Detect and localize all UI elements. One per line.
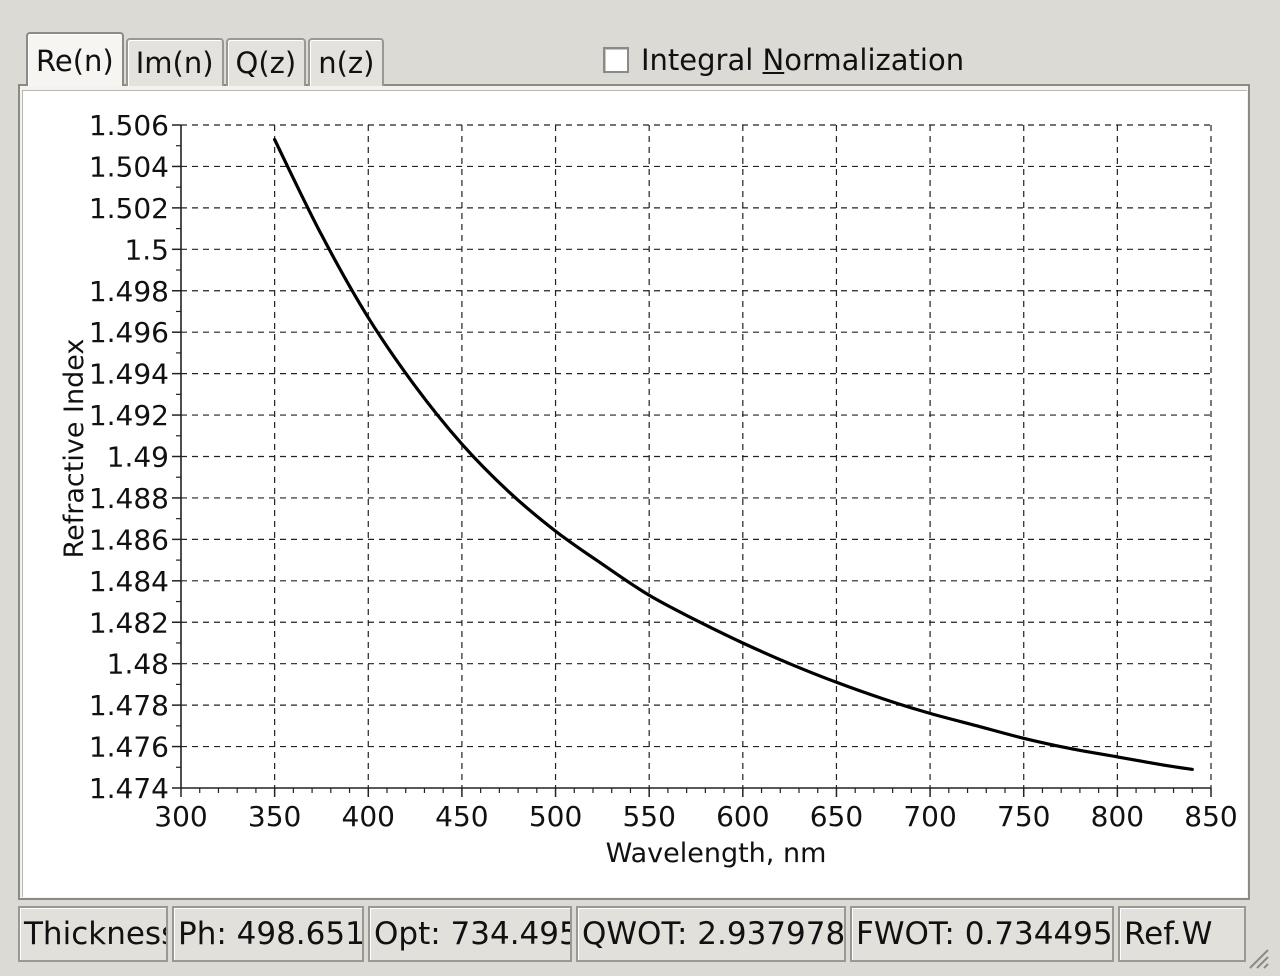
y-tick-label: 1.474	[89, 772, 169, 805]
x-tick-label: 650	[810, 800, 863, 833]
checkbox-box[interactable]	[603, 47, 629, 73]
x-tick-label: 350	[248, 800, 301, 833]
refractive-index-chart: 300 350 400 450 500 550 600 650 700 750 800 850 1.4…	[59, 109, 1238, 869]
status-ref-w: Ref.W	[1118, 906, 1246, 962]
y-axis-label: Refractive Index	[59, 339, 90, 559]
status-bar: Thickness Ph: 498.651 Opt: 734.495 QWOT:…	[18, 906, 1246, 962]
x-tick-label: 550	[622, 800, 675, 833]
integral-normalization-checkbox[interactable]: Integral Normalization	[603, 40, 964, 80]
x-axis-label: Wavelength, nm	[606, 838, 827, 869]
y-tick-label: 1.476	[89, 731, 169, 764]
y-tick-labels: 1.474 1.476 1.478 1.48 1.482 1.484 1.486 1.488 1…	[89, 109, 169, 805]
x-tick-label: 800	[1091, 800, 1144, 833]
x-tick-label: 850	[1184, 800, 1237, 833]
integral-normalization-label: Integral Normalization	[641, 43, 965, 77]
y-tick-label: 1.478	[89, 689, 169, 722]
y-tick-label: 1.506	[89, 109, 169, 142]
tab-bar: Re(n) Im(n) Q(z) n(z)	[26, 32, 386, 86]
y-tick-label: 1.484	[89, 565, 169, 598]
refractive-index-series-line	[273, 137, 1194, 771]
tab-im-n[interactable]: Im(n)	[125, 38, 224, 86]
status-ph: Ph: 498.651	[172, 906, 364, 962]
y-tick-label: 1.49	[107, 441, 169, 474]
resize-grip-icon[interactable]	[1244, 944, 1270, 970]
grid-lines	[181, 124, 1212, 788]
y-tick-label: 1.482	[89, 606, 169, 639]
series-group	[273, 137, 1194, 771]
plot-area: 300 350 400 450 500 550 600 650 700 750 800 850 1.4…	[22, 90, 1247, 897]
x-tick-label: 500	[529, 800, 582, 833]
status-qwot: QWOT: 2.937978	[576, 906, 846, 962]
x-tick-label: 450	[435, 800, 488, 833]
y-tick-label: 1.498	[89, 275, 169, 308]
status-thickness[interactable]: Thickness	[18, 906, 168, 962]
y-tick-label: 1.5	[124, 233, 169, 266]
y-tick-label: 1.496	[89, 316, 169, 349]
axes	[172, 124, 1212, 797]
x-tick-label: 750	[997, 800, 1050, 833]
y-tick-label: 1.494	[89, 358, 169, 391]
x-tick-label: 700	[903, 800, 956, 833]
tab-re-n[interactable]: Re(n)	[26, 32, 124, 86]
y-tick-label: 1.488	[89, 482, 169, 515]
y-tick-label: 1.48	[107, 648, 169, 681]
tab-q-z[interactable]: Q(z)	[225, 38, 307, 86]
x-tick-label: 600	[716, 800, 769, 833]
x-tick-labels: 300 350 400 450 500 550 600 650 700 750 800 850	[154, 800, 1237, 833]
y-tick-label: 1.504	[89, 150, 169, 183]
x-tick-label: 300	[154, 800, 207, 833]
status-opt: Opt: 734.495	[368, 906, 572, 962]
y-tick-label: 1.492	[89, 399, 169, 432]
y-tick-label: 1.502	[89, 192, 169, 225]
y-tick-label: 1.486	[89, 523, 169, 556]
tab-n-z[interactable]: n(z)	[308, 38, 385, 86]
status-fwot: FWOT: 0.734495	[850, 906, 1114, 962]
x-tick-label: 400	[342, 800, 395, 833]
